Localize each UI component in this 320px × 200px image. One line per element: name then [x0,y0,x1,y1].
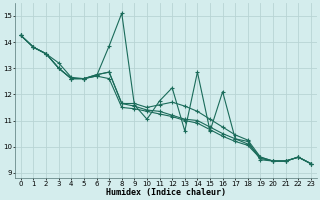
X-axis label: Humidex (Indice chaleur): Humidex (Indice chaleur) [106,188,226,197]
